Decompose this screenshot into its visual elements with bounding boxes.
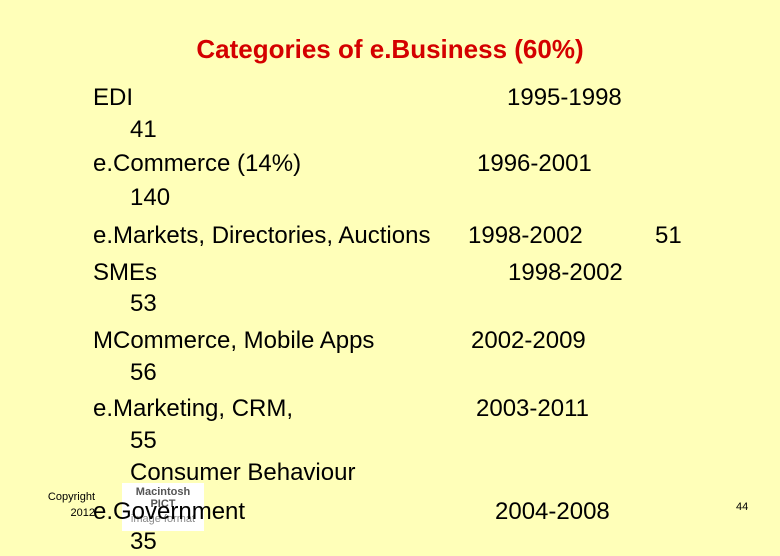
pict-image-placeholder: Macintosh PICT image format — [122, 483, 204, 531]
item-years-edi: 1995-1998 — [507, 84, 622, 111]
item-label-consumer-behaviour: Consumer Behaviour — [130, 459, 356, 486]
item-label-emarketing: e.Marketing, CRM, — [93, 395, 294, 422]
copyright-label: Copyright — [47, 491, 95, 503]
item-count-edi: 41 — [130, 116, 157, 143]
item-years-emarkets: 1998-2002 — [468, 222, 583, 249]
item-label-egovernment: e.Government — [93, 498, 246, 525]
item-count-emarkets: 51 — [655, 222, 682, 249]
item-years-ecommerce: 1996-2001 — [477, 150, 592, 177]
item-label-edi: EDI — [93, 84, 134, 111]
copyright-note: Copyright 2012 — [33, 489, 95, 521]
item-count-emarketing: 55 — [130, 427, 157, 454]
item-count-ecommerce: 140 — [130, 184, 171, 211]
item-label-ecommerce: e.Commerce (14%) — [93, 150, 302, 177]
item-count-smes: 53 — [130, 290, 157, 317]
copyright-year: 2012 — [70, 507, 95, 519]
page-number: 44 — [736, 501, 749, 513]
item-label-smes: SMEs — [93, 259, 158, 286]
item-years-mcommerce: 2002-2009 — [471, 327, 586, 354]
item-count-mcommerce: 56 — [130, 359, 157, 386]
slide-title: Categories of e.Business (60%) — [196, 34, 584, 64]
item-years-smes: 1998-2002 — [508, 259, 623, 286]
item-years-emarketing: 2003-2011 — [476, 395, 589, 422]
item-label-mcommerce: MCommerce, Mobile Apps — [93, 327, 375, 354]
item-years-egovernment: 2004-2008 — [495, 498, 610, 525]
item-label-emarkets: e.Markets, Directories, Auctions — [93, 222, 431, 249]
item-count-egovernment: 35 — [130, 528, 157, 555]
